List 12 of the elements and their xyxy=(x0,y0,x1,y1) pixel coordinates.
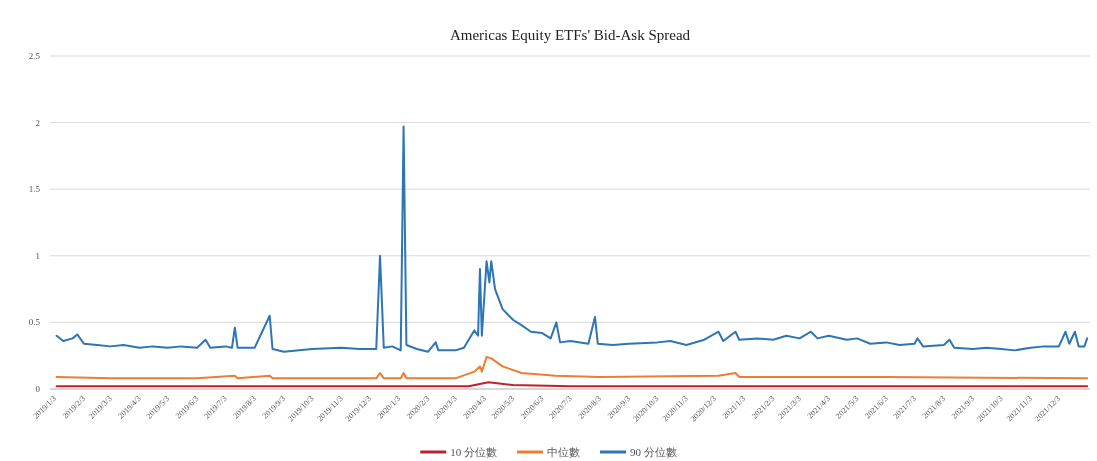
y-tick-label: 0 xyxy=(35,384,41,394)
legend-label: 90 分位數 xyxy=(630,446,677,458)
y-tick-label: 1.5 xyxy=(28,184,41,195)
legend-label: 中位數 xyxy=(547,446,580,458)
y-tick-label: 0.5 xyxy=(28,317,41,328)
y-tick-label: 2.5 xyxy=(28,51,41,61)
line-series xyxy=(55,125,1089,353)
chart-title: Americas Equity ETFs' Bid-Ask Spread xyxy=(449,27,691,43)
legend-label: 10 分位數 xyxy=(450,446,497,458)
line-series xyxy=(55,356,1089,380)
y-tick-label: 1 xyxy=(35,250,40,261)
y-tick-label: 2 xyxy=(35,117,40,128)
